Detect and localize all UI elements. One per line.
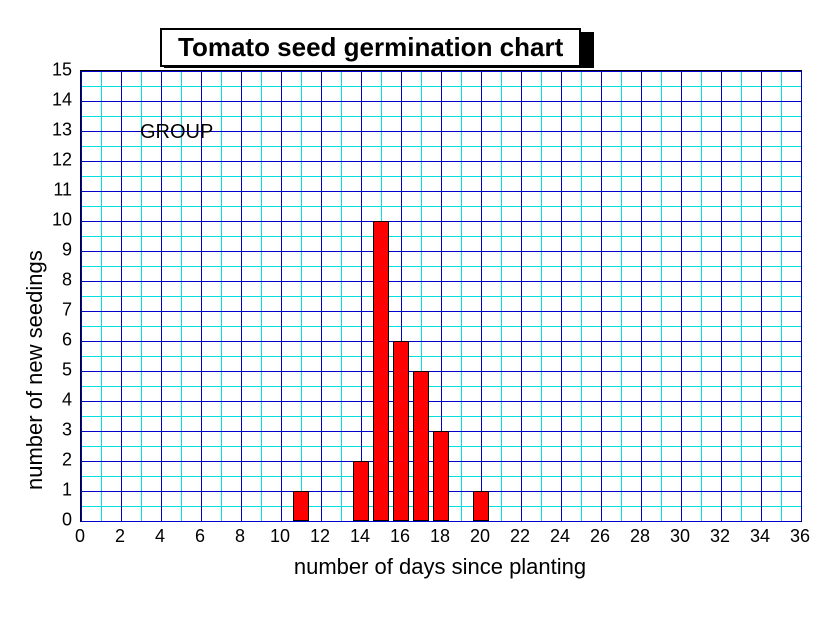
major-gridline-v <box>721 71 722 521</box>
y-tick-label: 15 <box>52 60 72 81</box>
major-gridline-h <box>81 161 801 162</box>
major-gridline-v <box>281 71 282 521</box>
major-gridline-v <box>321 71 322 521</box>
x-tick-label: 16 <box>390 526 410 547</box>
x-tick-label: 22 <box>510 526 530 547</box>
x-tick-label: 2 <box>115 526 125 547</box>
major-gridline-h <box>81 221 801 222</box>
y-tick-label: 9 <box>62 240 72 261</box>
y-tick-label: 1 <box>62 480 72 501</box>
major-gridline-h <box>81 71 801 72</box>
y-tick-label: 11 <box>53 180 72 201</box>
x-tick-label: 24 <box>550 526 570 547</box>
y-tick-label: 14 <box>52 90 72 111</box>
y-tick-label: 5 <box>62 360 72 381</box>
major-gridline-h <box>81 101 801 102</box>
y-tick-label: 7 <box>62 300 72 321</box>
major-gridline-v <box>601 71 602 521</box>
histogram-bar <box>413 371 429 521</box>
x-tick-label: 10 <box>270 526 290 547</box>
x-tick-label: 36 <box>790 526 810 547</box>
x-tick-label: 14 <box>350 526 370 547</box>
chart-container: Tomato seed germination chart GROUP numb… <box>0 0 840 640</box>
major-gridline-h <box>81 311 801 312</box>
x-tick-label: 18 <box>430 526 450 547</box>
x-tick-label: 26 <box>590 526 610 547</box>
major-gridline-v <box>121 71 122 521</box>
major-gridline-h <box>81 251 801 252</box>
x-axis-title: number of days since planting <box>80 554 800 580</box>
x-tick-label: 20 <box>470 526 490 547</box>
x-tick-label: 0 <box>75 526 85 547</box>
y-tick-label: 6 <box>62 330 72 351</box>
y-axis-title: number of new seedings <box>22 250 48 490</box>
y-tick-label: 0 <box>62 510 72 531</box>
y-tick-label: 8 <box>62 270 72 291</box>
y-tick-label: 3 <box>62 420 72 441</box>
histogram-bar <box>473 491 489 521</box>
x-tick-label: 6 <box>195 526 205 547</box>
major-gridline-v <box>481 71 482 521</box>
y-tick-label: 4 <box>62 390 72 411</box>
major-gridline-v <box>761 71 762 521</box>
y-tick-label: 12 <box>52 150 72 171</box>
major-gridline-v <box>521 71 522 521</box>
major-gridline-h <box>81 401 801 402</box>
histogram-bar <box>373 221 389 521</box>
major-gridline-v <box>241 71 242 521</box>
chart-title: Tomato seed germination chart <box>160 28 581 67</box>
major-gridline-h <box>81 341 801 342</box>
major-gridline-h <box>81 191 801 192</box>
major-gridline-v <box>801 71 802 521</box>
y-tick-label: 10 <box>52 210 72 231</box>
major-gridline-h <box>81 521 801 522</box>
histogram-bar <box>433 431 449 521</box>
y-tick-label: 13 <box>52 120 72 141</box>
histogram-bar <box>293 491 309 521</box>
major-gridline-v <box>681 71 682 521</box>
x-tick-label: 12 <box>310 526 330 547</box>
major-gridline-h <box>81 371 801 372</box>
y-tick-label: 2 <box>62 450 72 471</box>
x-tick-label: 28 <box>630 526 650 547</box>
x-tick-label: 30 <box>670 526 690 547</box>
x-tick-label: 34 <box>750 526 770 547</box>
x-tick-label: 32 <box>710 526 730 547</box>
major-gridline-h <box>81 281 801 282</box>
x-tick-label: 8 <box>235 526 245 547</box>
histogram-bar <box>353 461 369 521</box>
group-label: GROUP <box>140 121 213 144</box>
major-gridline-v <box>81 71 82 521</box>
major-gridline-v <box>361 71 362 521</box>
major-gridline-v <box>641 71 642 521</box>
x-tick-label: 4 <box>155 526 165 547</box>
histogram-bar <box>393 341 409 521</box>
major-gridline-v <box>561 71 562 521</box>
